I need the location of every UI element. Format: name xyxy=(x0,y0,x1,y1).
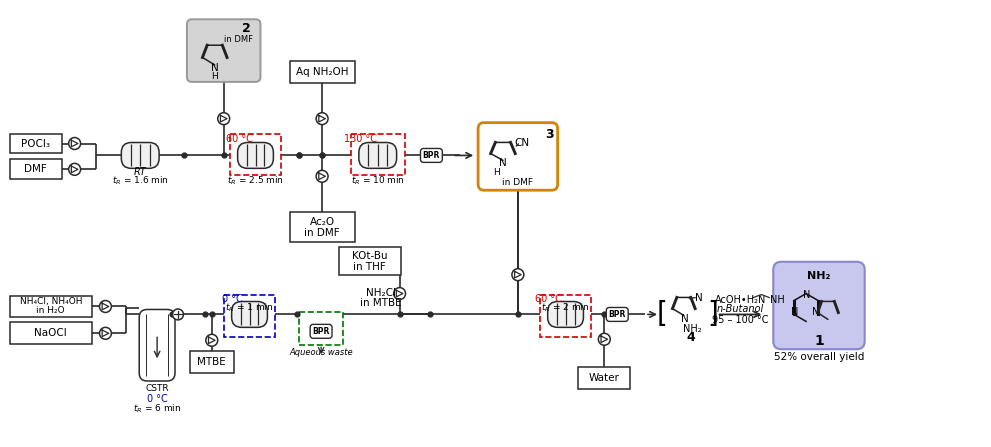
FancyBboxPatch shape xyxy=(478,122,558,190)
Text: $t_R$ = 1 min: $t_R$ = 1 min xyxy=(225,301,274,314)
FancyBboxPatch shape xyxy=(359,143,396,169)
FancyBboxPatch shape xyxy=(121,143,160,169)
Text: NaOCl: NaOCl xyxy=(35,328,67,338)
Text: 1: 1 xyxy=(814,334,824,348)
Text: n-Butanol: n-Butanol xyxy=(716,304,764,314)
FancyBboxPatch shape xyxy=(238,143,274,169)
Text: Ac₂O: Ac₂O xyxy=(309,217,335,227)
Text: NH₄Cl, NH₄OH: NH₄Cl, NH₄OH xyxy=(20,297,82,306)
FancyBboxPatch shape xyxy=(351,134,404,175)
Text: H: H xyxy=(494,168,500,177)
Text: in DMF: in DMF xyxy=(304,228,340,238)
Circle shape xyxy=(206,334,218,346)
Text: NH₂Cl: NH₂Cl xyxy=(366,287,395,298)
FancyBboxPatch shape xyxy=(290,61,355,83)
FancyBboxPatch shape xyxy=(232,302,268,327)
Text: BPR: BPR xyxy=(312,327,330,336)
Circle shape xyxy=(316,170,328,182)
Circle shape xyxy=(218,113,230,125)
FancyBboxPatch shape xyxy=(290,212,355,242)
Circle shape xyxy=(68,138,80,149)
Text: $t_R$ = 10 min: $t_R$ = 10 min xyxy=(351,174,404,186)
FancyBboxPatch shape xyxy=(10,295,91,317)
Text: N: N xyxy=(211,63,219,73)
FancyBboxPatch shape xyxy=(540,295,592,337)
FancyBboxPatch shape xyxy=(139,309,175,381)
Text: 4: 4 xyxy=(687,331,695,344)
Text: NH₂: NH₂ xyxy=(684,325,702,334)
Text: 130 °C: 130 °C xyxy=(344,134,378,143)
Circle shape xyxy=(512,269,524,281)
FancyBboxPatch shape xyxy=(190,351,234,373)
Circle shape xyxy=(68,163,80,175)
Text: $t_R$ = 6 min: $t_R$ = 6 min xyxy=(133,403,181,415)
Text: Water: Water xyxy=(589,373,619,383)
Text: AcOH•H₂N: AcOH•H₂N xyxy=(715,295,766,304)
Text: $t_R$ = 2 min: $t_R$ = 2 min xyxy=(541,301,590,314)
Text: N: N xyxy=(695,292,703,303)
Text: 60 °C: 60 °C xyxy=(535,294,562,304)
FancyBboxPatch shape xyxy=(299,312,343,345)
Text: 95 – 100 °C: 95 – 100 °C xyxy=(713,316,769,325)
Text: NH₂: NH₂ xyxy=(808,271,830,281)
FancyBboxPatch shape xyxy=(606,308,628,321)
Text: RT: RT xyxy=(134,167,147,177)
Text: 3: 3 xyxy=(545,128,554,141)
Text: MTBE: MTBE xyxy=(197,357,226,367)
FancyBboxPatch shape xyxy=(310,325,332,338)
Circle shape xyxy=(99,327,111,339)
Text: H: H xyxy=(211,72,218,81)
Text: $t_R$ = 1.6 min: $t_R$ = 1.6 min xyxy=(112,174,168,186)
FancyBboxPatch shape xyxy=(187,19,261,82)
FancyBboxPatch shape xyxy=(10,160,61,179)
Circle shape xyxy=(393,287,405,299)
FancyBboxPatch shape xyxy=(10,322,91,344)
FancyBboxPatch shape xyxy=(579,367,630,389)
Text: [: [ xyxy=(656,300,667,329)
Text: CSTR: CSTR xyxy=(146,384,168,393)
Text: ]: ] xyxy=(708,300,718,329)
FancyBboxPatch shape xyxy=(10,134,61,153)
Text: NH: NH xyxy=(770,295,785,304)
Text: CN: CN xyxy=(514,138,529,148)
Text: N: N xyxy=(681,314,689,325)
Text: POCl₃: POCl₃ xyxy=(22,139,51,148)
Text: Aqueous waste: Aqueous waste xyxy=(289,348,353,357)
Text: 52% overall yield: 52% overall yield xyxy=(774,352,864,362)
Text: N: N xyxy=(499,158,506,169)
Circle shape xyxy=(172,309,183,320)
Text: in DMF: in DMF xyxy=(224,35,253,44)
Text: in MTBE: in MTBE xyxy=(360,298,401,308)
FancyBboxPatch shape xyxy=(339,247,400,274)
FancyBboxPatch shape xyxy=(420,148,442,162)
Text: Aq NH₂OH: Aq NH₂OH xyxy=(296,67,348,77)
Text: BPR: BPR xyxy=(608,310,626,319)
Text: 0 °C: 0 °C xyxy=(222,294,243,304)
Text: N: N xyxy=(792,308,799,317)
Circle shape xyxy=(316,113,328,125)
Text: BPR: BPR xyxy=(423,151,440,160)
Text: 60 °C: 60 °C xyxy=(226,134,253,143)
Text: $t_R$ = 2.5 min: $t_R$ = 2.5 min xyxy=(227,174,284,186)
FancyBboxPatch shape xyxy=(224,295,275,337)
Text: KOt-Bu: KOt-Bu xyxy=(352,251,387,261)
Text: N: N xyxy=(813,308,820,317)
FancyBboxPatch shape xyxy=(230,134,281,175)
Text: in H₂O: in H₂O xyxy=(37,306,65,315)
Text: in DMF: in DMF xyxy=(502,178,533,187)
FancyBboxPatch shape xyxy=(773,262,865,349)
Text: 0 °C: 0 °C xyxy=(147,394,167,404)
Circle shape xyxy=(99,300,111,312)
Text: N: N xyxy=(804,290,811,299)
Circle shape xyxy=(599,333,610,345)
Text: in THF: in THF xyxy=(354,262,386,272)
FancyBboxPatch shape xyxy=(548,302,584,327)
Text: 2: 2 xyxy=(242,22,251,35)
Text: DMF: DMF xyxy=(25,164,48,174)
